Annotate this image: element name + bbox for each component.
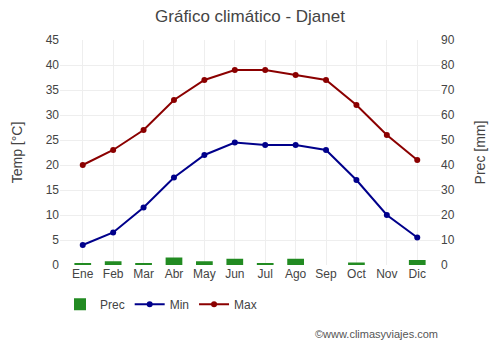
svg-text:May: May xyxy=(193,267,216,281)
svg-text:Ene: Ene xyxy=(72,267,94,281)
svg-text:Max: Max xyxy=(234,298,257,312)
svg-text:©www.climasyviajes.com: ©www.climasyviajes.com xyxy=(315,328,438,340)
svg-text:Ago: Ago xyxy=(285,267,307,281)
svg-text:0: 0 xyxy=(52,258,59,272)
svg-text:20: 20 xyxy=(441,208,455,222)
svg-text:Prec [mm]: Prec [mm] xyxy=(472,121,488,185)
svg-text:5: 5 xyxy=(52,233,59,247)
svg-text:Dic: Dic xyxy=(409,267,426,281)
svg-text:25: 25 xyxy=(46,133,60,147)
svg-text:Sep: Sep xyxy=(315,267,337,281)
svg-text:Feb: Feb xyxy=(103,267,124,281)
svg-text:45: 45 xyxy=(46,33,60,47)
svg-text:40: 40 xyxy=(46,58,60,72)
svg-text:10: 10 xyxy=(46,208,60,222)
svg-text:Jul: Jul xyxy=(258,267,273,281)
svg-text:10: 10 xyxy=(441,233,455,247)
svg-text:Oct: Oct xyxy=(347,267,366,281)
svg-text:0: 0 xyxy=(441,258,448,272)
svg-text:60: 60 xyxy=(441,108,455,122)
svg-text:Jun: Jun xyxy=(225,267,244,281)
svg-text:90: 90 xyxy=(441,33,455,47)
svg-text:80: 80 xyxy=(441,58,455,72)
svg-text:Gráfico climático - Djanet: Gráfico climático - Djanet xyxy=(155,7,345,26)
svg-text:Abr: Abr xyxy=(165,267,184,281)
svg-text:Temp [°C]: Temp [°C] xyxy=(9,122,25,184)
svg-text:40: 40 xyxy=(441,158,455,172)
svg-text:15: 15 xyxy=(46,183,60,197)
svg-text:Prec: Prec xyxy=(100,298,125,312)
svg-text:Min: Min xyxy=(170,298,189,312)
svg-text:50: 50 xyxy=(441,133,455,147)
svg-text:Mar: Mar xyxy=(133,267,154,281)
svg-text:20: 20 xyxy=(46,158,60,172)
svg-text:Nov: Nov xyxy=(376,267,397,281)
svg-text:30: 30 xyxy=(46,108,60,122)
svg-text:30: 30 xyxy=(441,183,455,197)
svg-text:35: 35 xyxy=(46,83,60,97)
svg-text:70: 70 xyxy=(441,83,455,97)
